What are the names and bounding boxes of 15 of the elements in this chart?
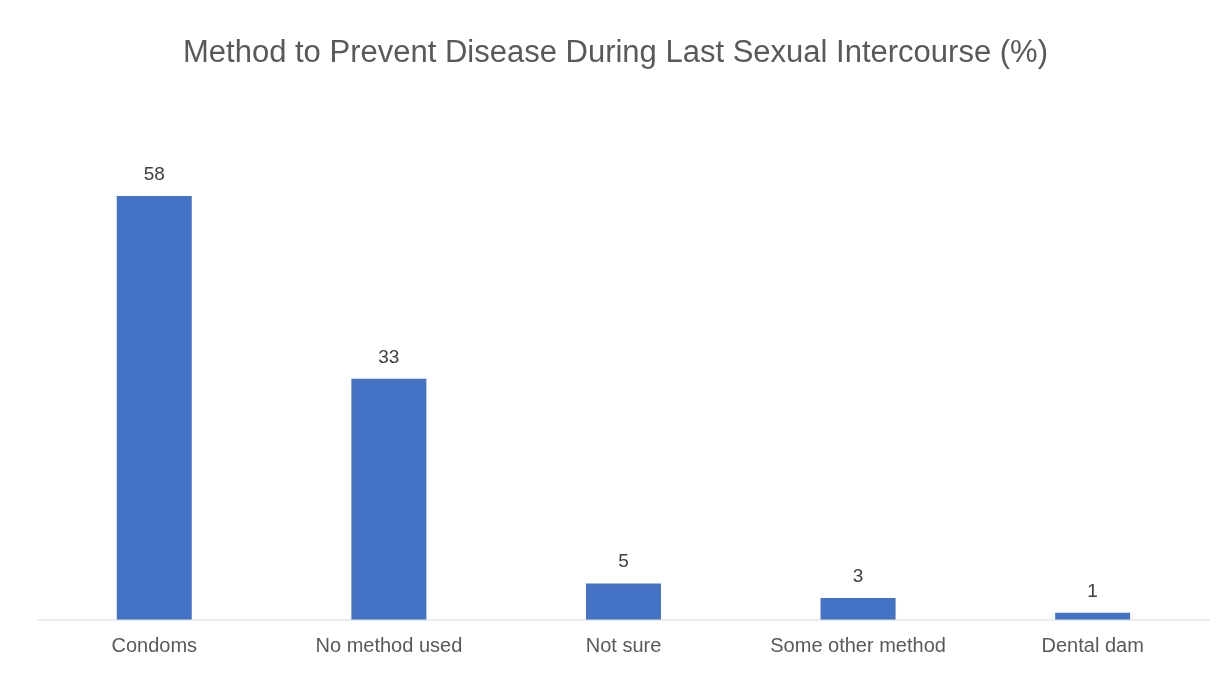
data-label: 3: [852, 565, 864, 587]
data-label: 1: [1087, 579, 1098, 601]
bar: [351, 378, 427, 620]
data-label: 58: [143, 163, 165, 184]
x-tick-label: Condoms: [111, 634, 198, 657]
data-label: 5: [618, 550, 629, 572]
data-label: 33: [378, 345, 400, 367]
x-tick-label: No method used: [315, 634, 463, 657]
x-tick-label: Some other method: [770, 634, 946, 657]
x-tick-label: Dental dam: [1041, 634, 1144, 657]
chart-title: Method to Prevent Disease During Last Sexual Intercourse (%): [182, 34, 1049, 70]
bar: [116, 196, 192, 620]
bar: [585, 583, 661, 620]
x-tick-label: Not sure: [585, 634, 662, 657]
bar: [820, 598, 896, 620]
